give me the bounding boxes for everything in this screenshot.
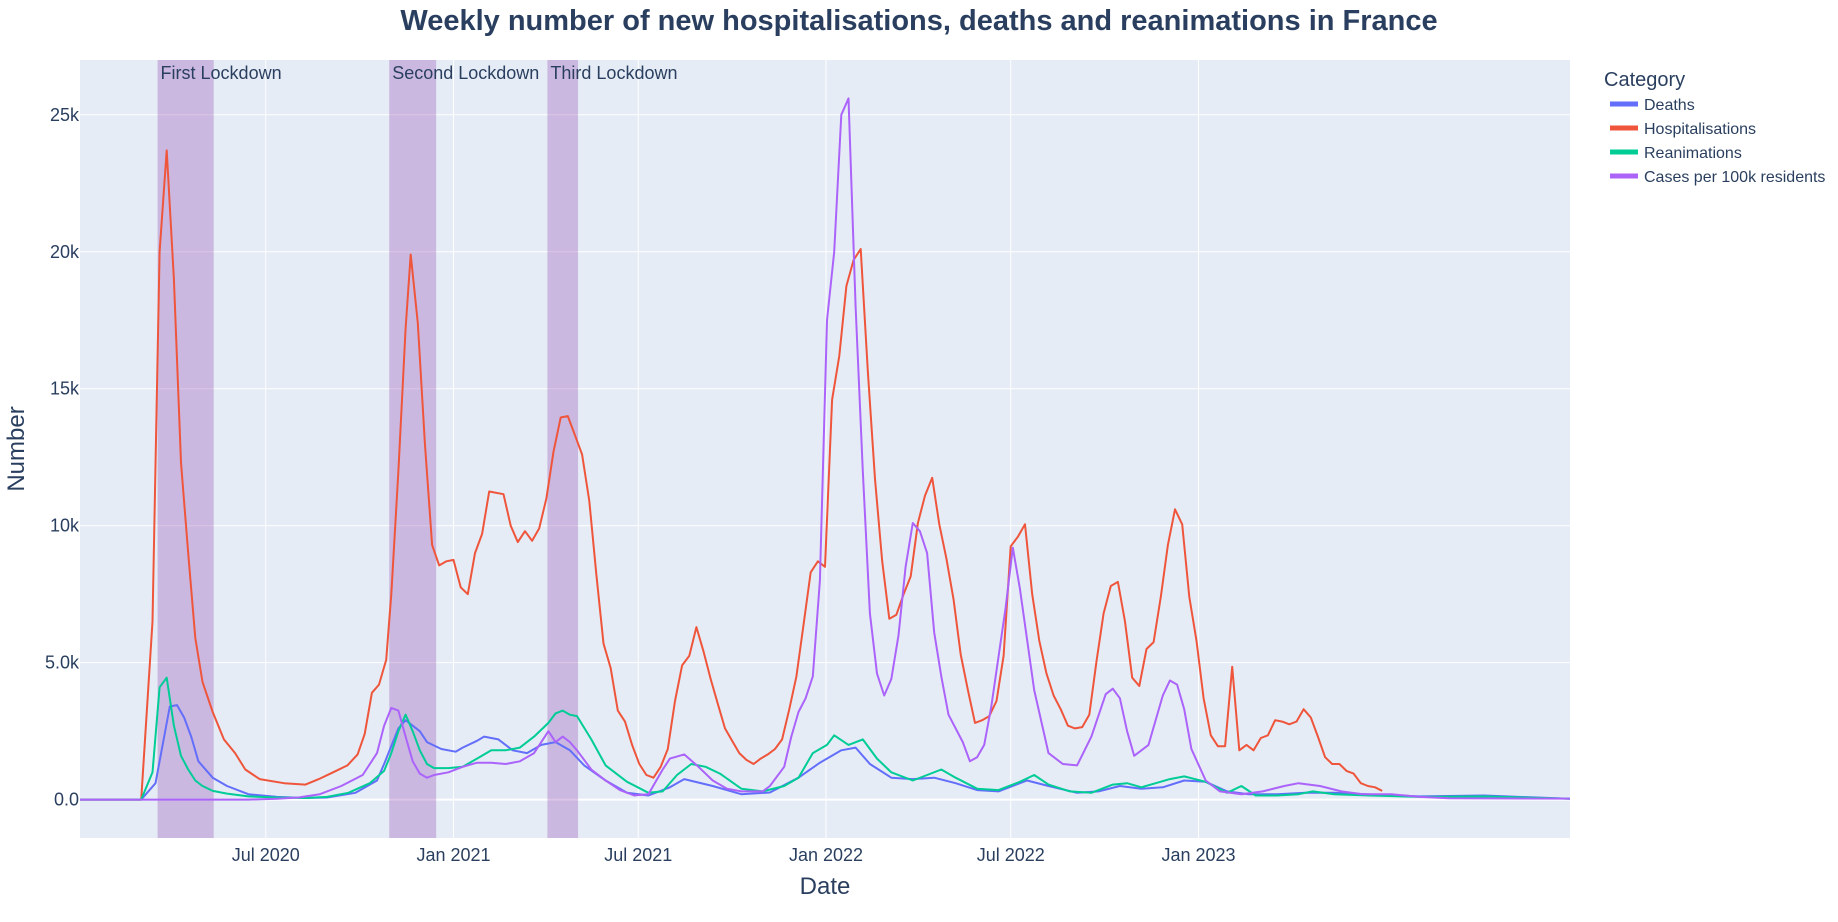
legend-title: Category	[1604, 69, 1685, 91]
plot-background	[80, 60, 1570, 838]
y-tick-label: 20k	[50, 242, 80, 262]
lockdown-label: Second Lockdown	[392, 63, 539, 83]
x-tick-label: Jan 2021	[416, 845, 490, 865]
series-line-hospitalisations	[80, 149, 1383, 801]
legend-label: Cases per 100k residents	[1644, 169, 1825, 186]
y-tick-label: 5.0k	[45, 653, 80, 673]
x-tick-label: Jul 2022	[977, 845, 1045, 865]
x-tick-label: Jul 2021	[604, 845, 672, 865]
y-tick-label: 15k	[50, 379, 80, 399]
x-tick-label: Jul 2020	[232, 845, 300, 865]
y-tick-label: 25k	[50, 105, 80, 125]
lockdown-label: First Lockdown	[161, 63, 282, 83]
x-tick-label: Jan 2022	[789, 845, 863, 865]
legend-items: Deaths Hospitalisations Reanimations Cases …	[1610, 97, 1825, 186]
y-axis-ticks: 0.0 5.0k 10k 15k 20k 25k	[45, 105, 80, 810]
lockdown-band	[547, 60, 579, 838]
legend-label: Hospitalisations	[1644, 121, 1756, 138]
x-axis-ticks: Jul 2020 Jan 2021 Jul 2021 Jan 2022 Jul 2022…	[232, 845, 1236, 865]
grid-lines	[80, 60, 1570, 838]
lockdown-band	[389, 60, 437, 838]
x-tick-label: Jan 2023	[1161, 845, 1235, 865]
legend-label: Reanimations	[1644, 145, 1742, 162]
lockdown-label: Third Lockdown	[550, 63, 677, 83]
lockdown-band	[157, 60, 214, 838]
y-tick-label: 10k	[50, 516, 80, 536]
series-line-reanimations	[80, 676, 1571, 801]
y-tick-label: 0.0	[54, 790, 79, 810]
chart-title: Weekly number of new hospitalisations, d…	[400, 5, 1437, 37]
legend: Category Deaths Hospitalisations Reanimati…	[1604, 69, 1825, 186]
x-axis-label: Date	[800, 873, 851, 900]
y-axis-label: Number	[3, 406, 30, 491]
series-lines	[80, 97, 1571, 801]
legend-label: Deaths	[1644, 97, 1695, 114]
series-line-cases-per-100k-residents	[80, 97, 1571, 801]
lockdown-bands: First Lockdown Second Lockdown Third Lockd…	[157, 60, 677, 838]
